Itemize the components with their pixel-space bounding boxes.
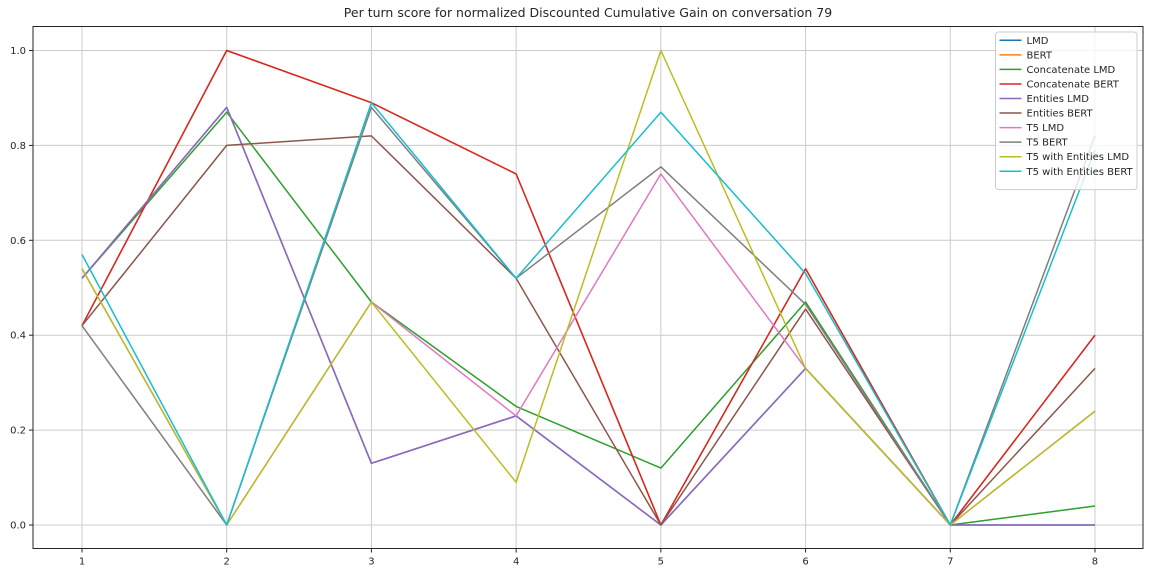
x-tick-label-2: 2 — [224, 557, 230, 568]
series-lmd — [81, 106, 1095, 526]
legend-label-lmd: LMD — [1027, 36, 1049, 47]
legend-item-concatenate-bert: Concatenate BERT — [999, 79, 1120, 90]
legend-item-t5-with-entities-bert: T5 with Entities BERT — [999, 167, 1134, 178]
legend: LMD BERT Concatenate LMD Concatenate BERT En… — [995, 31, 1138, 191]
y-tick-label-0.2: 0.2 — [10, 426, 26, 437]
legend-item-lmd: LMD — [999, 36, 1049, 47]
y-tick-label-0.8: 0.8 — [10, 141, 26, 152]
legend-label-entities-bert: Entities BERT — [1027, 109, 1094, 120]
legend-item-entities-lmd: Entities LMD — [999, 94, 1090, 105]
x-tick-label-5: 5 — [658, 557, 664, 568]
legend-item-t5-lmd: T5 LMD — [999, 123, 1065, 134]
axis-ticks: 1 2 3 4 5 6 7 8 0.0 0.2 0.4 0.6 0.8 1.0 — [10, 46, 1098, 568]
y-tick-label-1.0: 1.0 — [10, 46, 26, 57]
series-entities-lmd — [81, 106, 1095, 526]
plot-frame — [32, 26, 1144, 549]
series-concatenate-lmd — [81, 111, 1096, 526]
y-tick-label-0.4: 0.4 — [10, 331, 26, 342]
x-tick-label-1: 1 — [79, 557, 85, 568]
chart-title: Per turn score for normalized Discounted… — [344, 5, 832, 20]
x-tick-label-8: 8 — [1092, 557, 1098, 568]
grid-lines — [33, 26, 1143, 549]
data-series — [81, 49, 1096, 526]
legend-label-t5-bert: T5 BERT — [1026, 138, 1069, 149]
legend-box — [995, 31, 1138, 191]
legend-item-concatenate-lmd: Concatenate LMD — [999, 65, 1116, 76]
legend-label-t5-with-entities-lmd: T5 with Entities LMD — [1026, 152, 1130, 163]
legend-item-t5-with-entities-lmd: T5 with Entities LMD — [999, 152, 1130, 163]
x-tick-label-7: 7 — [947, 557, 953, 568]
legend-item-bert: BERT — [999, 50, 1053, 61]
legend-label-t5-with-entities-bert: T5 with Entities BERT — [1026, 167, 1134, 178]
x-tick-label-4: 4 — [513, 557, 519, 568]
legend-label-t5-lmd: T5 LMD — [1026, 123, 1065, 134]
legend-item-t5-bert: T5 BERT — [999, 138, 1069, 149]
legend-label-entities-lmd: Entities LMD — [1027, 94, 1090, 105]
y-tick-label-0.0: 0.0 — [10, 521, 26, 532]
x-tick-label-3: 3 — [368, 557, 374, 568]
series-t5-with-entities-bert — [81, 101, 1096, 526]
legend-label-concatenate-bert: Concatenate BERT — [1027, 79, 1120, 90]
axes-spines — [32, 26, 1144, 549]
series-t5-with-entities-lmd — [81, 49, 1096, 526]
series-t5-bert — [81, 106, 1096, 526]
legend-label-concatenate-lmd: Concatenate LMD — [1027, 65, 1116, 76]
legend-label-bert: BERT — [1027, 50, 1053, 61]
x-tick-label-6: 6 — [802, 557, 808, 568]
y-tick-label-0.6: 0.6 — [10, 236, 26, 247]
legend-item-entities-bert: Entities BERT — [999, 109, 1094, 120]
